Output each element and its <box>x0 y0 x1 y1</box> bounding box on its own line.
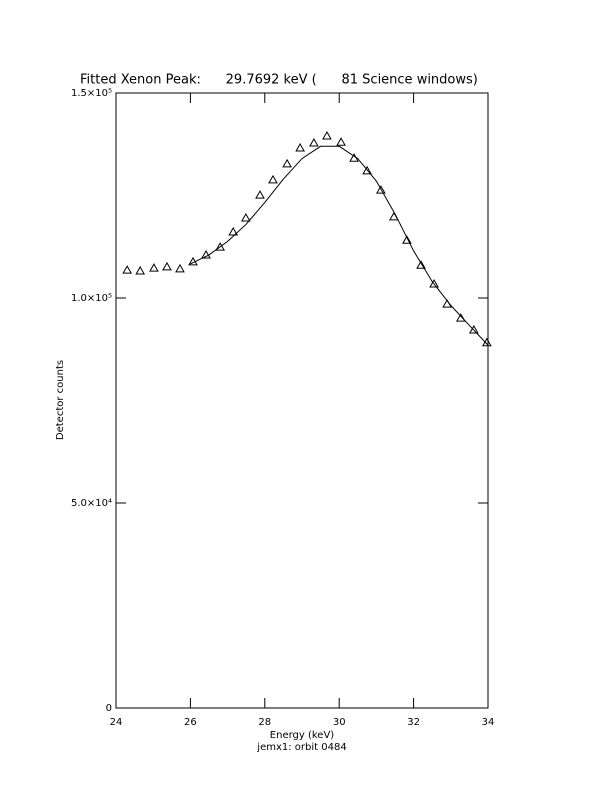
data-point <box>135 265 146 275</box>
data-point <box>295 142 306 152</box>
data-point <box>240 213 251 222</box>
y-tick-label: 5.0×10⁴ <box>71 498 112 509</box>
data-point <box>322 131 332 140</box>
y-axis-title: Detector counts <box>55 360 66 440</box>
data-point <box>429 279 439 288</box>
chart-title: Fitted Xenon Peak: 29.7692 keV ( 81 Scie… <box>80 73 478 88</box>
y-tick-label: 1.5×10⁵ <box>71 88 112 99</box>
data-point <box>309 138 319 147</box>
x-tick-label: 24 <box>110 717 123 728</box>
data-point <box>255 190 265 199</box>
x-tick-label: 26 <box>184 717 197 728</box>
x-tick-label: 34 <box>482 717 495 728</box>
data-point <box>455 313 466 322</box>
plot-frame <box>115 92 489 709</box>
y-tick-label: 1.0×10⁵ <box>71 293 112 304</box>
fit-line <box>190 145 489 346</box>
data-point <box>175 263 185 273</box>
data-point <box>416 260 426 269</box>
data-point <box>336 137 346 146</box>
x-tick-label: 32 <box>407 717 420 728</box>
data-point <box>228 226 239 236</box>
data-point <box>469 324 479 334</box>
data-point <box>162 261 172 271</box>
data-point <box>201 249 211 259</box>
data-point <box>402 235 412 244</box>
x-tick-label: 30 <box>333 717 346 728</box>
data-point <box>376 185 386 194</box>
data-point <box>362 165 372 175</box>
x-tick-label: 28 <box>258 717 271 728</box>
footer: jemx1: orbit 0484 <box>256 742 346 753</box>
data-point <box>122 265 133 274</box>
data-point <box>282 158 292 168</box>
data-point <box>268 174 278 184</box>
data-point <box>149 263 159 272</box>
x-axis-title: Energy (keV) <box>270 730 335 741</box>
y-tick-label: 0 <box>106 703 112 714</box>
data-point <box>215 242 226 251</box>
